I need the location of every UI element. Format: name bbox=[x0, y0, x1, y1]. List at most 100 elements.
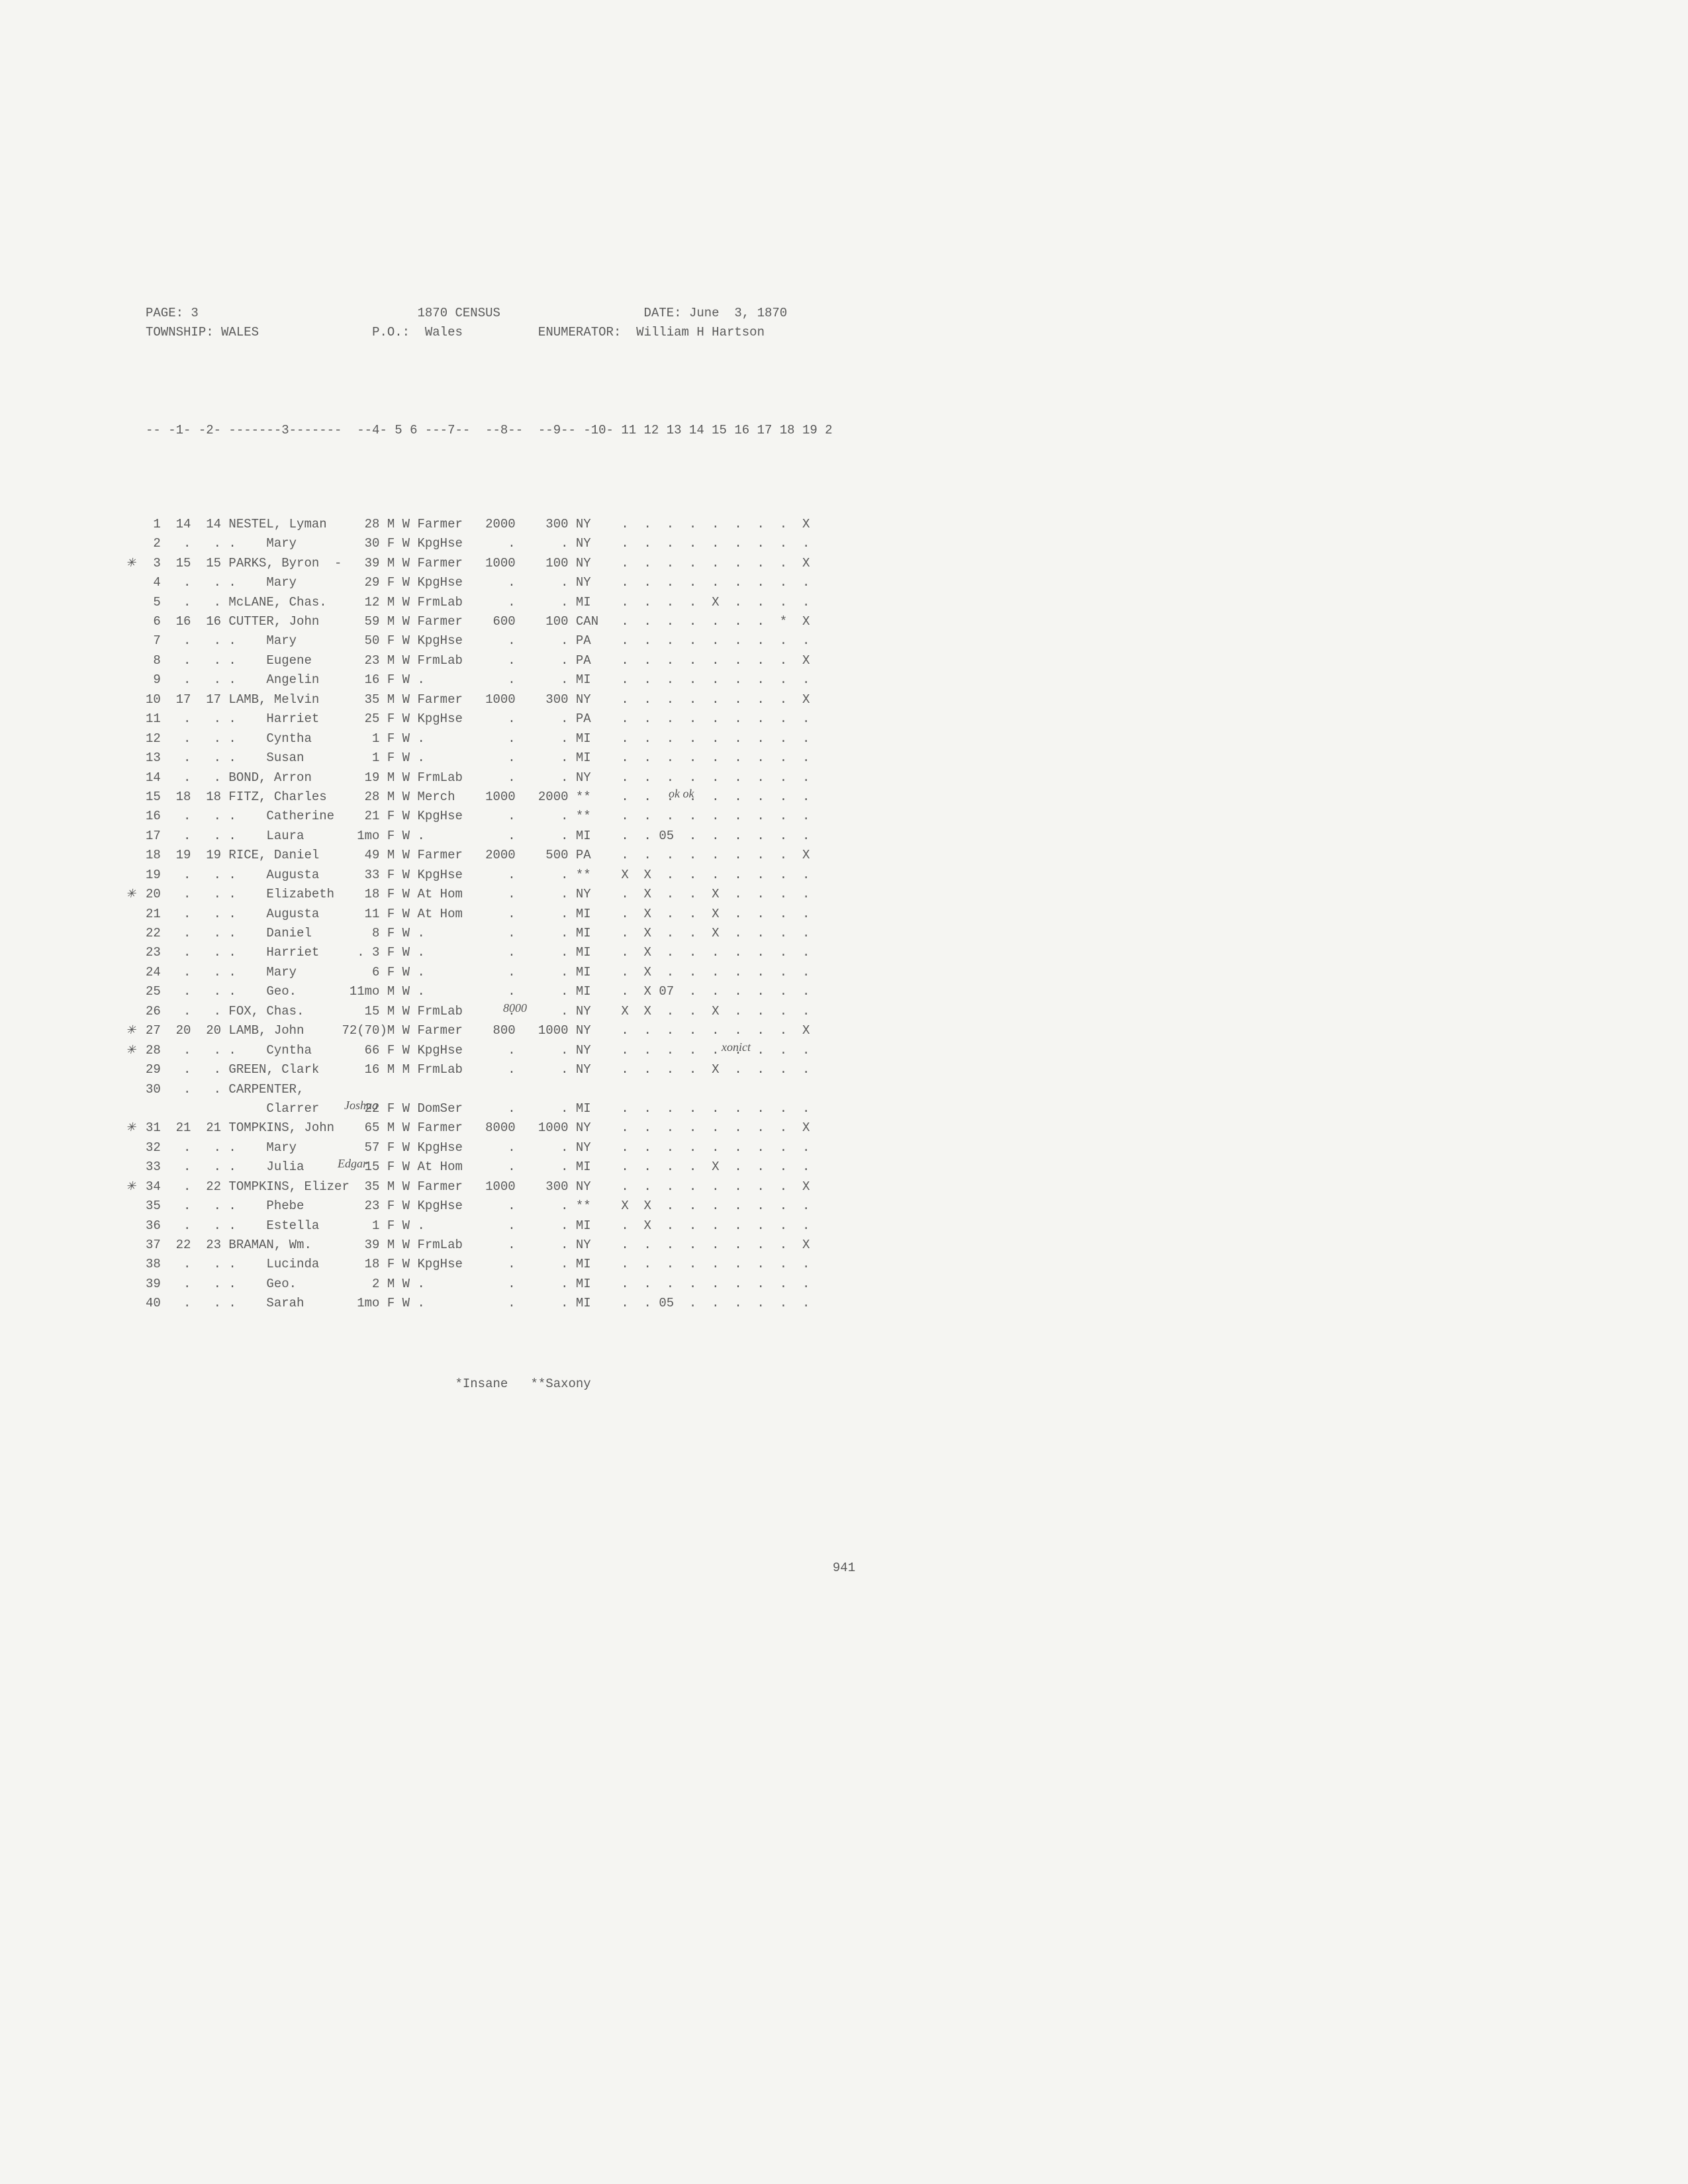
table-row: 36 . . . Estella 1 F W . . . MI . X . . … bbox=[146, 1216, 1542, 1236]
table-row: ✳34 . 22 TOMPKINS, Elizer 35 M W Farmer … bbox=[146, 1177, 1542, 1197]
table-row: 35 . . . Phebe 23 F W KpgHse . . ** X X … bbox=[146, 1197, 1542, 1216]
row-text: 35 . . . Phebe 23 F W KpgHse . . ** X X … bbox=[146, 1199, 810, 1213]
row-text: 13 . . . Susan 1 F W . . . MI . . . . . … bbox=[146, 751, 810, 765]
handwritten-annotation: xonict bbox=[722, 1038, 751, 1057]
table-row: 2 . . . Mary 30 F W KpgHse . . NY . . . … bbox=[146, 534, 1542, 553]
enumerator-label: ENUMERATOR: William H Hartson bbox=[538, 325, 765, 340]
row-text: 23 . . . Harriet . 3 F W . . . MI . X . … bbox=[146, 945, 810, 960]
table-row: ✳ 3 15 15 PARKS, Byron - 39 M W Farmer 1… bbox=[146, 554, 1542, 573]
table-row: 33 . . . Julia 15 F W At Hom . . MI . . … bbox=[146, 1158, 1542, 1177]
margin-mark: ✳ bbox=[126, 1118, 136, 1137]
row-text: 1 14 14 NESTEL, Lyman 28 M W Farmer 2000… bbox=[146, 517, 810, 531]
census-page: PAGE: 3 1870 CENSUS DATE: June 3, 1870 T… bbox=[0, 0, 1688, 1598]
table-row: 19 . . . Augusta 33 F W KpgHse . . ** X … bbox=[146, 866, 1542, 885]
table-row: 21 . . . Augusta 11 F W At Hom . . MI . … bbox=[146, 905, 1542, 924]
table-row: 11 . . . Harriet 25 F W KpgHse . . PA . … bbox=[146, 709, 1542, 729]
row-text: 24 . . . Mary 6 F W . . . MI . X . . . .… bbox=[146, 965, 810, 979]
table-row: 22 . . . Daniel 8 F W . . . MI . X . . X… bbox=[146, 924, 1542, 943]
row-text: 12 . . . Cyntha 1 F W . . . MI . . . . .… bbox=[146, 731, 810, 746]
margin-mark: ✳ bbox=[126, 1041, 136, 1060]
table-row: 24 . . . Mary 6 F W . . . MI . X . . . .… bbox=[146, 963, 1542, 982]
table-row: 23 . . . Harriet . 3 F W . . . MI . X . … bbox=[146, 943, 1542, 962]
row-text: 30 . . CARPENTER, bbox=[146, 1082, 304, 1097]
table-row: 26 . . FOX, Chas. 15 M W FrmLab . . NY X… bbox=[146, 1002, 1542, 1021]
header-block: PAGE: 3 1870 CENSUS DATE: June 3, 1870 T… bbox=[146, 304, 1542, 343]
row-text: 3 15 15 PARKS, Byron - 39 M W Farmer 100… bbox=[146, 556, 810, 570]
margin-mark: ✳ bbox=[126, 885, 136, 903]
handwritten-annotation: Joshua bbox=[344, 1097, 378, 1115]
table-row: 10 17 17 LAMB, Melvin 35 M W Farmer 1000… bbox=[146, 690, 1542, 709]
row-text: 9 . . . Angelin 16 F W . . . MI . . . . … bbox=[146, 672, 810, 687]
table-row: 39 . . . Geo. 2 M W . . . MI . . . . . .… bbox=[146, 1275, 1542, 1294]
row-text: 22 . . . Daniel 8 F W . . . MI . X . . X… bbox=[146, 926, 810, 940]
row-text: 4 . . . Mary 29 F W KpgHse . . NY . . . … bbox=[146, 575, 810, 590]
margin-mark: ✳ bbox=[126, 1177, 136, 1196]
table-row: ✳31 21 21 TOMPKINS, John 65 M W Farmer 8… bbox=[146, 1118, 1542, 1138]
row-text: 26 . . FOX, Chas. 15 M W FrmLab . . NY X… bbox=[146, 1004, 810, 1019]
row-text: 14 . . BOND, Arron 19 M W FrmLab . . NY … bbox=[146, 770, 810, 785]
table-row: Clarrer 22 F W DomSer . . MI . . . . . .… bbox=[146, 1099, 1542, 1118]
table-row: 13 . . . Susan 1 F W . . . MI . . . . . … bbox=[146, 749, 1542, 768]
row-text: 2 . . . Mary 30 F W KpgHse . . NY . . . … bbox=[146, 536, 810, 551]
table-row: 40 . . . Sarah 1mo F W . . . MI . . 05 .… bbox=[146, 1294, 1542, 1313]
census-title: 1870 CENSUS bbox=[417, 306, 500, 320]
margin-mark: ✳ bbox=[126, 554, 136, 572]
row-text: 39 . . . Geo. 2 M W . . . MI . . . . . .… bbox=[146, 1277, 810, 1291]
row-text: 16 . . . Catherine 21 F W KpgHse . . ** … bbox=[146, 809, 810, 823]
table-row: 6 16 16 CUTTER, John 59 M W Farmer 600 1… bbox=[146, 612, 1542, 631]
footer-note: *Insane **Saxony bbox=[146, 1375, 1542, 1394]
table-row: 16 . . . Catherine 21 F W KpgHse . . ** … bbox=[146, 807, 1542, 826]
row-text: 32 . . . Mary 57 F W KpgHse . . NY . . .… bbox=[146, 1140, 810, 1155]
table-row: 37 22 23 BRAMAN, Wm. 39 M W FrmLab . . N… bbox=[146, 1236, 1542, 1255]
row-text: Clarrer 22 F W DomSer . . MI . . . . . .… bbox=[146, 1101, 810, 1116]
row-text: 15 18 18 FITZ, Charles 28 M W Merch 1000… bbox=[146, 790, 810, 804]
data-rows: 1 14 14 NESTEL, Lyman 28 M W Farmer 2000… bbox=[146, 515, 1542, 1314]
table-row: 7 . . . Mary 50 F W KpgHse . . PA . . . … bbox=[146, 631, 1542, 651]
margin-mark: ✳ bbox=[126, 1021, 136, 1040]
handwritten-annotation: 8000 bbox=[503, 999, 527, 1018]
row-text: 5 . . McLANE, Chas. 12 M W FrmLab . . MI… bbox=[146, 595, 810, 610]
row-text: 37 22 23 BRAMAN, Wm. 39 M W FrmLab . . N… bbox=[146, 1238, 810, 1252]
row-text: 40 . . . Sarah 1mo F W . . . MI . . 05 .… bbox=[146, 1296, 810, 1310]
table-row: 1 14 14 NESTEL, Lyman 28 M W Farmer 2000… bbox=[146, 515, 1542, 534]
row-text: 20 . . . Elizabeth 18 F W At Hom . . NY … bbox=[146, 887, 810, 901]
row-text: 38 . . . Lucinda 18 F W KpgHse . . MI . … bbox=[146, 1257, 810, 1271]
table-row: 17 . . . Laura 1mo F W . . . MI . . 05 .… bbox=[146, 827, 1542, 846]
table-row: 8 . . . Eugene 23 M W FrmLab . . PA . . … bbox=[146, 651, 1542, 670]
row-text: 17 . . . Laura 1mo F W . . . MI . . 05 .… bbox=[146, 829, 810, 843]
table-row: 18 19 19 RICE, Daniel 49 M W Farmer 2000… bbox=[146, 846, 1542, 865]
table-row: 25 . . . Geo. 11mo M W . . . MI . X 07 .… bbox=[146, 982, 1542, 1001]
table-row: 12 . . . Cyntha 1 F W . . . MI . . . . .… bbox=[146, 729, 1542, 749]
date-label: DATE: June 3, 1870 bbox=[644, 306, 788, 320]
row-text: 25 . . . Geo. 11mo M W . . . MI . X 07 .… bbox=[146, 984, 810, 999]
table-row: 38 . . . Lucinda 18 F W KpgHse . . MI . … bbox=[146, 1255, 1542, 1274]
row-text: 31 21 21 TOMPKINS, John 65 M W Farmer 80… bbox=[146, 1120, 810, 1135]
page-label: PAGE: 3 bbox=[146, 306, 199, 320]
row-text: 18 19 19 RICE, Daniel 49 M W Farmer 2000… bbox=[146, 848, 810, 862]
table-row: ✳27 20 20 LAMB, John 72(70)M W Farmer 80… bbox=[146, 1021, 1542, 1040]
page-number: 941 bbox=[146, 1559, 1542, 1578]
row-text: 11 . . . Harriet 25 F W KpgHse . . PA . … bbox=[146, 711, 810, 726]
row-text: 21 . . . Augusta 11 F W At Hom . . MI . … bbox=[146, 907, 810, 921]
row-text: 10 17 17 LAMB, Melvin 35 M W Farmer 1000… bbox=[146, 692, 810, 707]
table-row: 4 . . . Mary 29 F W KpgHse . . NY . . . … bbox=[146, 573, 1542, 592]
row-text: 8 . . . Eugene 23 M W FrmLab . . PA . . … bbox=[146, 653, 810, 668]
row-text: 28 . . . Cyntha 66 F W KpgHse . . NY . .… bbox=[146, 1043, 810, 1058]
township-label: TOWNSHIP: WALES bbox=[146, 325, 259, 340]
row-text: 27 20 20 LAMB, John 72(70)M W Farmer 800… bbox=[146, 1023, 810, 1038]
table-row: 15 18 18 FITZ, Charles 28 M W Merch 1000… bbox=[146, 788, 1542, 807]
table-row: 9 . . . Angelin 16 F W . . . MI . . . . … bbox=[146, 670, 1542, 690]
handwritten-annotation: Edgar bbox=[338, 1155, 367, 1173]
row-text: 34 . 22 TOMPKINS, Elizer 35 M W Farmer 1… bbox=[146, 1179, 810, 1194]
table-row: ✳28 . . . Cyntha 66 F W KpgHse . . NY . … bbox=[146, 1041, 1542, 1060]
table-row: 14 . . BOND, Arron 19 M W FrmLab . . NY … bbox=[146, 768, 1542, 788]
row-text: 33 . . . Julia 15 F W At Hom . . MI . . … bbox=[146, 1160, 810, 1174]
row-text: 29 . . GREEN, Clark 16 M M FrmLab . . NY… bbox=[146, 1062, 810, 1077]
row-text: 36 . . . Estella 1 F W . . . MI . X . . … bbox=[146, 1218, 810, 1233]
column-header: -- -1- -2- -------3------- --4- 5 6 ---7… bbox=[146, 421, 1542, 440]
table-row: ✳20 . . . Elizabeth 18 F W At Hom . . NY… bbox=[146, 885, 1542, 904]
handwritten-annotation: ok ok bbox=[669, 785, 694, 803]
table-row: 5 . . McLANE, Chas. 12 M W FrmLab . . MI… bbox=[146, 593, 1542, 612]
row-text: 7 . . . Mary 50 F W KpgHse . . PA . . . … bbox=[146, 633, 810, 648]
row-text: 6 16 16 CUTTER, John 59 M W Farmer 600 1… bbox=[146, 614, 810, 629]
